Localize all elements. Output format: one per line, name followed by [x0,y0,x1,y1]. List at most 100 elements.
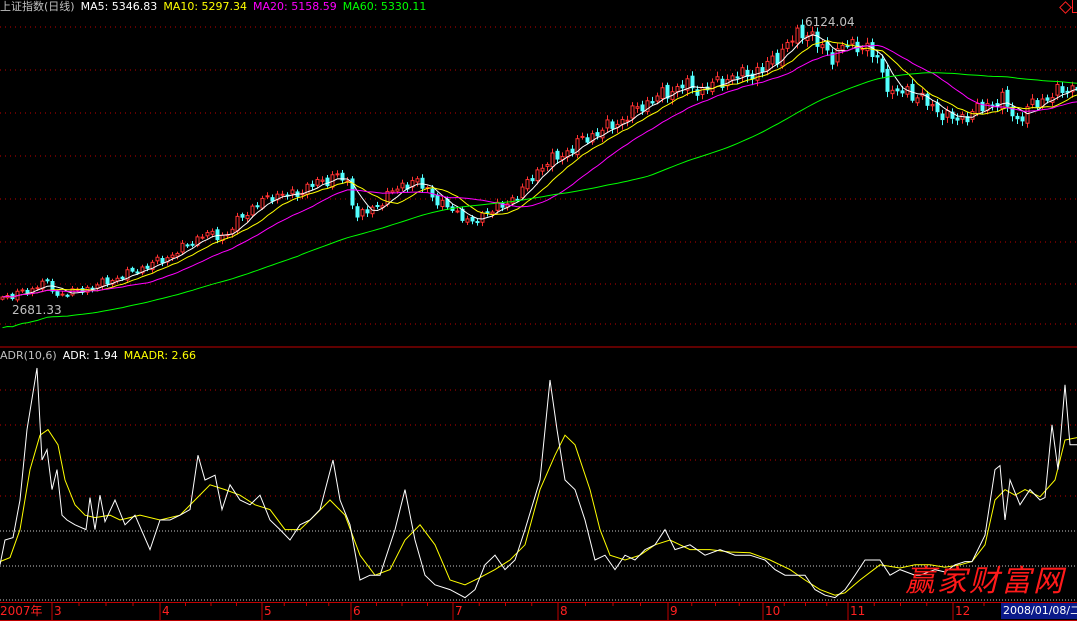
candle-up [645,100,650,112]
candle-down [120,276,125,280]
candle-up [150,261,155,271]
candle-down [775,52,780,65]
candle-down [310,183,315,187]
candle-down [435,194,440,206]
candle-up [360,209,365,217]
candles [0,19,1077,303]
candle-down [735,76,740,79]
candle-up [280,193,285,196]
axis-ticks [51,602,1047,621]
month-label: 7 [455,604,463,618]
candle-up [655,95,660,102]
candle-up [455,210,460,213]
candle-up [740,67,745,77]
candle-up [0,296,5,300]
chart-title: 上证指数(日线) [0,0,75,13]
month-label: 5 [264,604,272,618]
month-label: 11 [850,604,866,618]
watermark: 赢家财富网 [905,564,1065,599]
candle-up [245,215,250,220]
candle-up [840,44,845,51]
candle-up [790,40,795,43]
candle-up [930,104,935,107]
candle-down [215,229,220,241]
candle-up [810,31,815,35]
candle-up [685,78,690,91]
candle-up [35,287,40,290]
candle-up [560,156,565,161]
candle-up [625,119,630,122]
candle-down [1035,100,1040,108]
candle-down [950,111,955,119]
candle-down [845,45,850,48]
candle-up [440,199,445,208]
candle-up [635,106,640,109]
candle-up [700,87,705,95]
price-header: 上证指数(日线) MA5: 5346.83 MA10: 5297.34 MA20: 5… [0,0,432,13]
candle-up [785,41,790,49]
candle-up [850,39,855,45]
candle-down [270,197,275,202]
candle-up [495,201,500,211]
candle-up [415,178,420,183]
candle-down [65,294,70,297]
candle-up [525,179,530,190]
candle-up [1070,85,1075,93]
candle-down [555,150,560,160]
candle-down [695,89,700,96]
candle-up [675,86,680,93]
candle-up [770,55,775,65]
candle-down [350,178,355,206]
candle-up [545,164,550,167]
candle-up [795,27,800,44]
candle-up [490,211,495,215]
candle-up [580,135,585,138]
candle-up [1025,106,1030,124]
candle-down [355,206,360,218]
candle-up [550,152,555,168]
candle-up [890,89,895,95]
candle-down [45,279,50,282]
grid [0,26,1077,601]
candle-up [205,232,210,237]
candle-up [200,236,205,239]
candle-down [895,88,900,92]
candle-down [940,113,945,121]
candle-up [465,218,470,223]
price-chart[interactable] [0,0,1077,602]
candle-up [780,48,785,67]
candle-down [240,214,245,218]
candle-up [765,60,770,71]
candle-down [375,205,380,208]
candle-up [540,167,545,172]
candle-up [975,103,980,115]
candle-up [480,212,485,223]
ma10-value: MA10: 5297.34 [163,0,248,13]
candle-up [290,189,295,195]
candle-down [340,172,345,181]
candle-down [1010,106,1015,117]
candle-up [820,44,825,49]
candle-down [955,117,960,121]
month-label: 6 [353,604,361,618]
candle-down [610,121,615,129]
month-label: 10 [765,604,781,618]
candle-up [1055,84,1060,96]
ma60-line [2,72,1077,329]
candle-down [420,177,425,189]
indicator-header: ADR(10,6) ADR: 1.94 MAADR: 2.66 [0,349,202,362]
month-label: 12 [955,604,971,618]
candle-up [710,81,715,93]
candle-up [140,266,145,274]
candle-up [510,197,515,204]
candle-down [530,178,535,182]
candle-down [875,55,880,58]
candle-down [650,101,655,104]
ma60-value: MA60: 5330.11 [342,0,427,13]
candle-down [690,75,695,89]
candle-up [95,284,100,289]
candle-down [105,277,110,285]
candle-up [260,197,265,209]
candle-up [390,190,395,193]
candle-down [760,67,765,73]
